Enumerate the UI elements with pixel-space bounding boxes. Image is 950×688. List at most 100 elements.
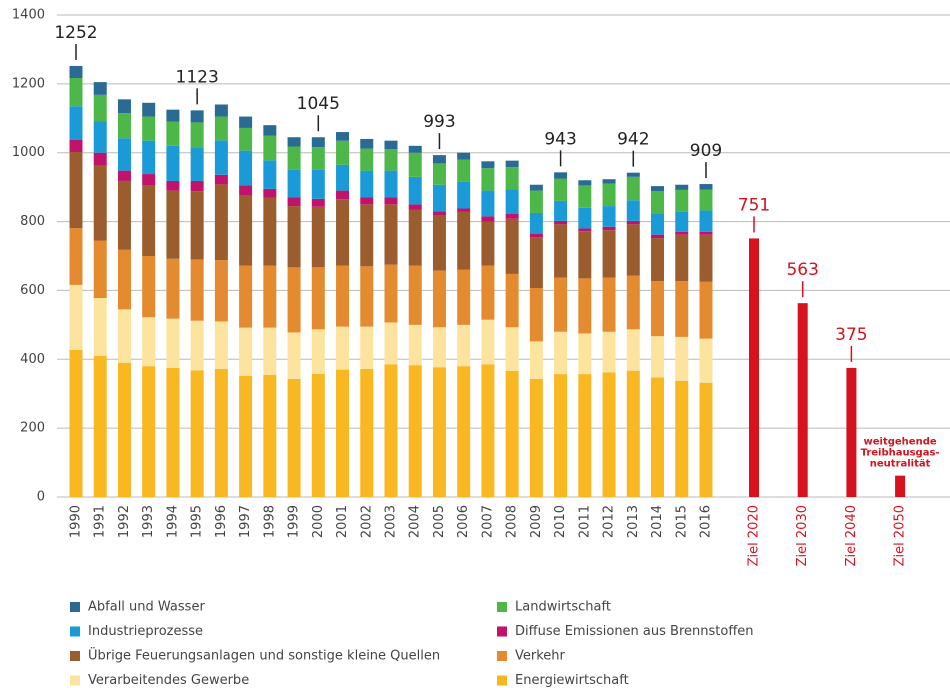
x-tick-label: 1995: [190, 505, 205, 538]
bar-segment: [626, 224, 640, 276]
bar-segment: [214, 184, 228, 261]
bar-segment: [93, 82, 107, 95]
bar-segment: [69, 228, 83, 285]
bar-segment: [336, 199, 350, 266]
bar-segment: [166, 190, 180, 259]
bar-segment: [626, 329, 640, 371]
legend-swatch: [70, 675, 80, 686]
bar-segment: [578, 333, 592, 375]
bar-segment: [311, 169, 325, 199]
bar-segment: [336, 190, 350, 200]
bar-segment: [651, 281, 665, 337]
bar-segment: [384, 149, 398, 171]
bar-segment: [69, 65, 83, 79]
bar-segment: [311, 373, 325, 497]
bar-segment: [675, 234, 689, 282]
bar-segment: [505, 167, 519, 190]
bar-segment: [675, 336, 689, 381]
bar-segment: [166, 145, 180, 181]
y-tick-label: 1200: [12, 76, 45, 91]
bar-segment: [602, 226, 616, 231]
bar-segment: [554, 172, 568, 179]
bar-segment: [626, 176, 640, 201]
annotation: neutralität: [870, 459, 931, 470]
bar-segment: [699, 234, 713, 282]
bar-segment: [432, 327, 446, 368]
bar-segment: [166, 318, 180, 368]
bar-segment: [336, 164, 350, 191]
y-tick-label: 1400: [12, 8, 45, 23]
bar-segment: [651, 238, 665, 282]
y-tick-label: 200: [20, 421, 45, 436]
bar-segment: [554, 277, 568, 332]
bar-segment: [263, 265, 277, 328]
bar-segment: [360, 148, 374, 171]
x-tick-label: 2010: [553, 505, 568, 538]
x-tick-label: 2015: [674, 505, 689, 538]
bar-segment: [529, 233, 543, 238]
bar-segment: [554, 374, 568, 497]
bar-segment: [432, 367, 446, 497]
x-tick-label: 2007: [480, 505, 495, 538]
bar-segment: [214, 174, 228, 185]
bar-segment: [190, 180, 204, 192]
bar-segment: [287, 146, 301, 170]
bar-segment: [263, 125, 277, 136]
bar-segment: [505, 160, 519, 168]
bar-segment: [214, 368, 228, 497]
bar-segment: [699, 382, 713, 497]
bar-segment: [602, 179, 616, 184]
bar-segment: [626, 370, 640, 497]
bar-segment: [699, 338, 713, 383]
bar-segment: [166, 121, 180, 146]
y-tick-label: 800: [20, 214, 45, 229]
bar-segment: [214, 260, 228, 322]
bar-segment: [481, 168, 495, 191]
bar-segment: [239, 195, 253, 266]
bar-segment: [336, 132, 350, 141]
bar-segment: [384, 197, 398, 205]
bar-segment: [93, 355, 107, 497]
total-label: 1045: [297, 94, 340, 114]
y-tick-label: 1000: [12, 145, 45, 160]
x-tick-label: 2005: [432, 505, 447, 538]
bar-segment: [311, 267, 325, 330]
legend-swatch: [70, 602, 80, 612]
x-tick-label: 2013: [626, 505, 641, 538]
legend-label: Übrige Feuerungsanlagen und sonstige kle…: [88, 647, 440, 664]
bar-segment: [408, 145, 422, 153]
total-label: 993: [423, 112, 455, 132]
bar-segment: [336, 140, 350, 165]
bar-segment: [239, 150, 253, 186]
x-tick-label: 2001: [335, 505, 350, 538]
bar-segment: [432, 184, 446, 212]
bar-segment: [505, 370, 519, 497]
bar-segment: [166, 180, 180, 191]
bar-segment: [432, 215, 446, 271]
bar-segment: [651, 234, 665, 239]
bar-segment: [675, 231, 689, 235]
bar-segment: [142, 366, 156, 497]
bar-segment: [457, 208, 471, 212]
bar-segment: [432, 211, 446, 216]
bar-segment: [675, 184, 689, 190]
legend-swatch: [497, 651, 507, 661]
legend-label: Energiewirtschaft: [515, 673, 629, 688]
bar-segment: [239, 116, 253, 128]
bar-segment: [384, 364, 398, 497]
bar-segment: [69, 106, 83, 140]
annotation: Treibhausgas-: [861, 448, 940, 459]
bar-segment: [263, 135, 277, 161]
bar-segment: [360, 204, 374, 267]
bar-segment: [578, 231, 592, 279]
bar-segment: [117, 362, 131, 497]
bar-segment: [384, 204, 398, 265]
bar-segment: [117, 249, 131, 310]
bar-segment: [263, 197, 277, 266]
bar-segment: [481, 190, 495, 217]
bar-segment: [336, 369, 350, 497]
bar-segment: [287, 378, 301, 497]
y-tick-label: 0: [37, 490, 45, 505]
bar-segment: [651, 213, 665, 235]
